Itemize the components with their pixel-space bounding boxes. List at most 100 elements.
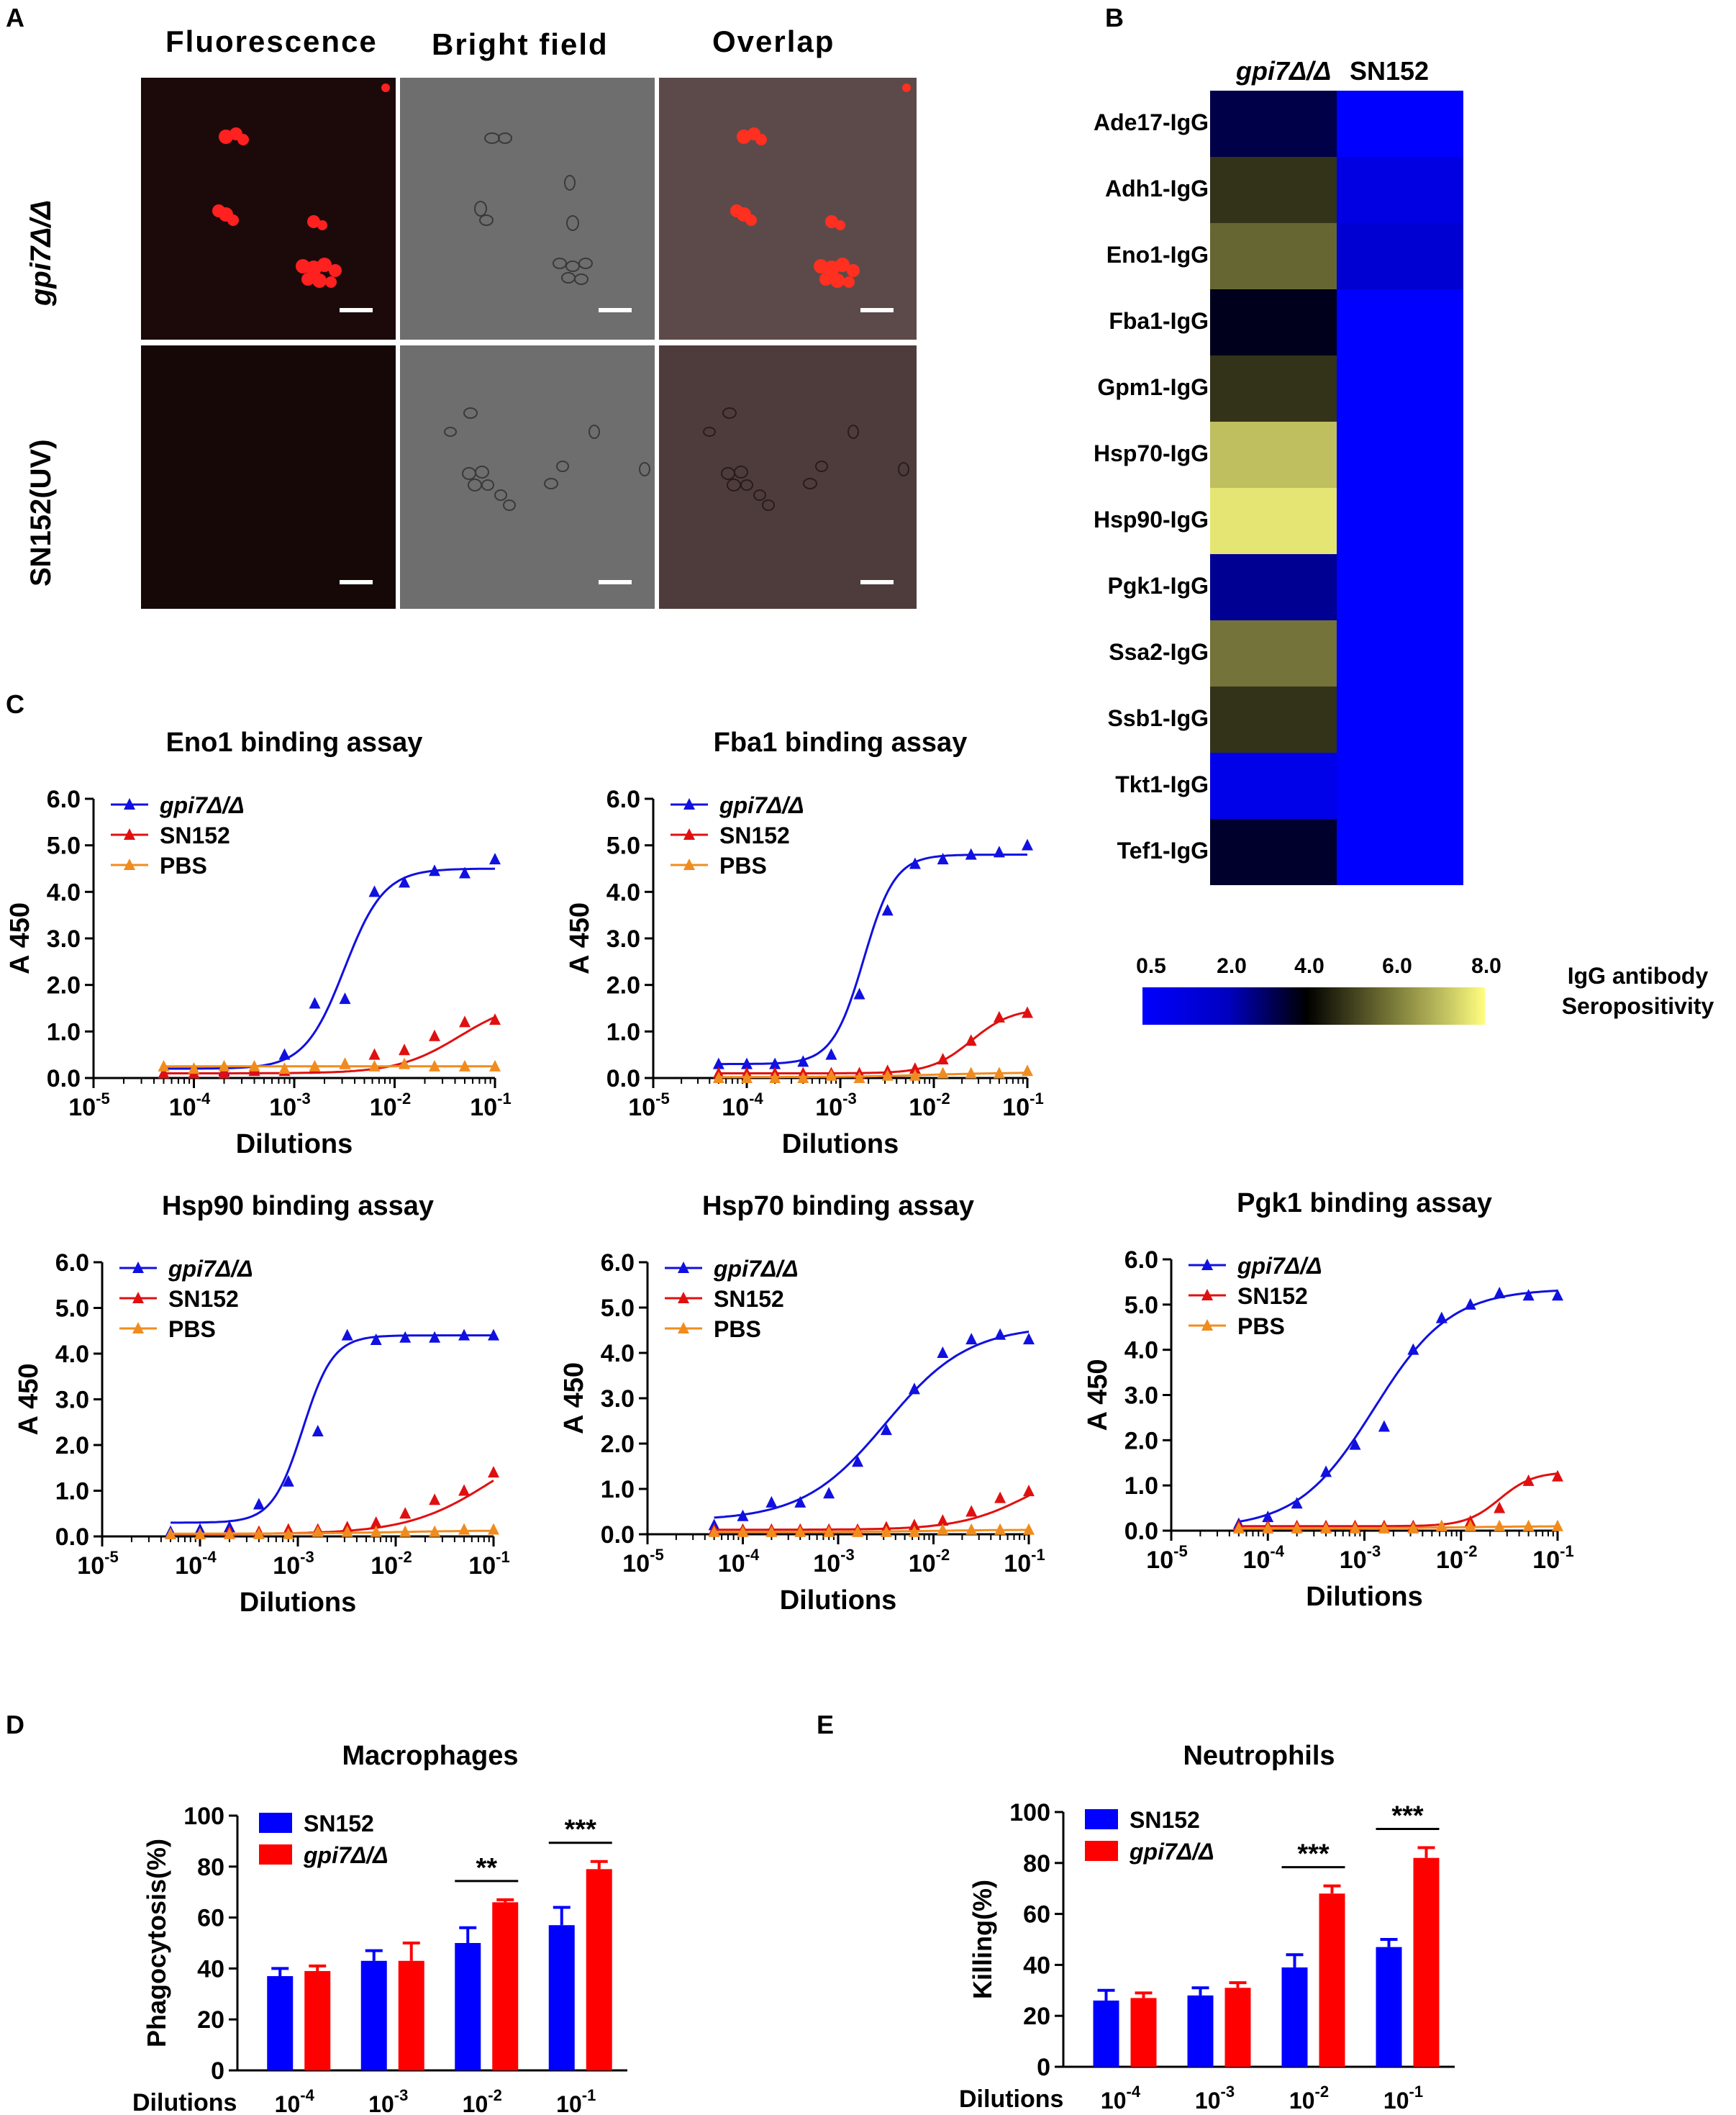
- x-tick-label: 10-4: [722, 1090, 763, 1121]
- data-point: [908, 1518, 920, 1531]
- data-point: [429, 1493, 441, 1505]
- significance-label: **: [476, 1853, 497, 1883]
- data-point: [1494, 1287, 1506, 1299]
- data-point: [993, 1066, 1005, 1079]
- legend-swatch: [259, 1844, 292, 1865]
- y-tick-label: 40: [1023, 1952, 1050, 1979]
- heatmap-col-gpi7: gpi7Δ/Δ: [1236, 56, 1332, 86]
- data-point: [459, 1059, 471, 1072]
- legend-marker: [683, 798, 695, 810]
- heatmap-cell-gpi7: [1210, 355, 1337, 422]
- legend-label: gpi7Δ/Δ: [303, 1842, 388, 1868]
- chart-title: Neutrophils: [1183, 1741, 1335, 1771]
- heatmap-row-label: Pgk1-IgG: [1107, 573, 1209, 599]
- category-label: 10-4: [275, 2086, 315, 2115]
- y-tick-label: 4.0: [601, 1340, 635, 1367]
- binding-chart: 0.0 1.0 2.0 3.0 4.0 5.0 6.0 10-5 10-4 10-3 10-2 10-…: [1083, 1188, 1574, 1612]
- data-point: [741, 1057, 753, 1069]
- x-axis-label: Dilutions: [780, 1585, 897, 1616]
- chart-title: Hsp70 binding assay: [702, 1191, 974, 1221]
- significance-label: ***: [1297, 1839, 1330, 1870]
- y-tick-label: 3.0: [47, 925, 81, 953]
- data-point: [797, 1072, 809, 1083]
- data-point: [399, 1057, 411, 1069]
- legend-label: PBS: [168, 1316, 216, 1342]
- legend-marker: [1201, 1259, 1213, 1270]
- data-point: [158, 1066, 170, 1079]
- data-point: [1232, 1521, 1245, 1534]
- data-point: [965, 1034, 977, 1046]
- data-point: [339, 1057, 351, 1069]
- category-label: 10-2: [1289, 2083, 1329, 2114]
- data-point: [223, 1527, 235, 1539]
- colorbar-title-line2: Seropositivity: [1561, 993, 1714, 1019]
- fit-curve: [1238, 1525, 1558, 1530]
- heatmap-cell-sn152: [1337, 620, 1463, 687]
- data-point: [1522, 1474, 1535, 1486]
- x-axis-label: Dilutions: [1306, 1582, 1423, 1612]
- heatmap-row-label: Eno1-IgG: [1106, 242, 1209, 268]
- data-point: [1552, 1519, 1563, 1531]
- legend-marker: [1201, 1289, 1213, 1300]
- y-axis-label: Killing(%): [968, 1880, 997, 1999]
- heatmap-row-label: Ade17-IgG: [1093, 109, 1209, 135]
- data-point: [853, 1072, 865, 1083]
- bar: [586, 1869, 612, 2070]
- bar: [1187, 1995, 1214, 2067]
- y-tick-label: 0.0: [601, 1521, 635, 1549]
- data-point: [1522, 1519, 1535, 1531]
- data-point: [794, 1525, 806, 1537]
- y-tick-label: 6.0: [1124, 1246, 1158, 1274]
- data-point: [1291, 1497, 1303, 1509]
- legend-label: gpi7Δ/Δ: [1129, 1839, 1214, 1865]
- data-point: [399, 1043, 411, 1056]
- bar-chart: 0 20 40 60 80 100 Macrophages Phagocytosis(%) Di…: [132, 1741, 627, 2115]
- category-label: 10-1: [556, 2086, 596, 2115]
- micrograph-col-bright-field: Bright field: [432, 27, 609, 61]
- data-point: [1023, 1333, 1035, 1345]
- fit-curve: [714, 1331, 1030, 1519]
- x-tick-label: 10-5: [628, 1090, 669, 1121]
- y-axis-label: A 450: [14, 1364, 44, 1436]
- data-point: [909, 857, 921, 869]
- x-axis-label: Dilutions: [782, 1129, 899, 1159]
- data-point: [1552, 1469, 1563, 1482]
- heatmap-row-label: Gpm1-IgG: [1097, 374, 1209, 400]
- micrograph-col-fluorescence: Fluorescence: [165, 24, 378, 58]
- data-point: [909, 1069, 921, 1081]
- data-point: [282, 1475, 294, 1487]
- data-point: [399, 1331, 412, 1343]
- legend-marker: [1201, 1319, 1213, 1331]
- data-point: [797, 1055, 809, 1067]
- heatmap-col-sn152: SN152: [1350, 56, 1430, 86]
- legend-label: gpi7Δ/Δ: [159, 792, 245, 818]
- data-point: [1291, 1521, 1303, 1534]
- data-point: [1320, 1465, 1332, 1477]
- x-tick-label: 10-5: [77, 1548, 118, 1580]
- bar: [1093, 2000, 1119, 2067]
- heatmap-cell-gpi7: [1210, 289, 1337, 355]
- data-point: [341, 1328, 353, 1341]
- fit-curve: [171, 1479, 494, 1536]
- data-point: [1464, 1519, 1476, 1531]
- x-tick-label: 10-3: [273, 1548, 314, 1580]
- heatmap-row-label: Fba1-IgG: [1109, 308, 1209, 334]
- y-axis-label: A 450: [565, 902, 595, 974]
- legend-marker: [124, 798, 135, 810]
- data-point: [825, 1069, 837, 1081]
- data-point: [1022, 838, 1033, 851]
- data-point: [994, 1491, 1006, 1503]
- micrograph-fluorescence-gpi7: [141, 78, 396, 340]
- data-point: [429, 1059, 441, 1072]
- data-point: [218, 1066, 230, 1079]
- data-point: [1522, 1289, 1535, 1301]
- y-tick-label: 1.0: [1124, 1472, 1158, 1500]
- y-tick-label: 6.0: [601, 1249, 635, 1277]
- fit-curve: [718, 1072, 1028, 1079]
- binding-chart: 0.0 1.0 2.0 3.0 4.0 5.0 6.0 10-5 10-4 10-3 10-2 10-…: [559, 1191, 1045, 1616]
- data-point: [1407, 1343, 1419, 1355]
- fit-curve: [163, 867, 496, 1070]
- data-point: [794, 1495, 806, 1508]
- heatmap-cell-sn152: [1337, 819, 1463, 885]
- data-point: [1023, 1485, 1035, 1497]
